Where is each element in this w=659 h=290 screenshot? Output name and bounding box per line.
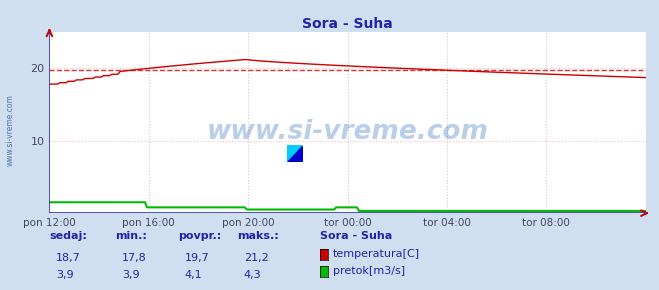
Text: maks.:: maks.:: [237, 231, 279, 241]
Text: 21,2: 21,2: [244, 253, 269, 263]
Text: 4,3: 4,3: [244, 270, 262, 280]
Text: sedaj:: sedaj:: [49, 231, 87, 241]
Text: min.:: min.:: [115, 231, 147, 241]
Text: 3,9: 3,9: [122, 270, 140, 280]
Polygon shape: [287, 146, 302, 162]
Text: povpr.:: povpr.:: [178, 231, 221, 241]
Polygon shape: [287, 146, 302, 162]
Text: pretok[m3/s]: pretok[m3/s]: [333, 266, 405, 276]
Text: 4,1: 4,1: [185, 270, 202, 280]
Text: 17,8: 17,8: [122, 253, 147, 263]
Text: www.si-vreme.com: www.si-vreme.com: [207, 119, 488, 145]
Text: temperatura[C]: temperatura[C]: [333, 249, 420, 259]
Text: www.si-vreme.com: www.si-vreme.com: [5, 95, 14, 166]
Text: Sora - Suha: Sora - Suha: [320, 231, 392, 241]
Text: 19,7: 19,7: [185, 253, 210, 263]
Text: 18,7: 18,7: [56, 253, 81, 263]
Title: Sora - Suha: Sora - Suha: [302, 17, 393, 31]
Text: 3,9: 3,9: [56, 270, 74, 280]
